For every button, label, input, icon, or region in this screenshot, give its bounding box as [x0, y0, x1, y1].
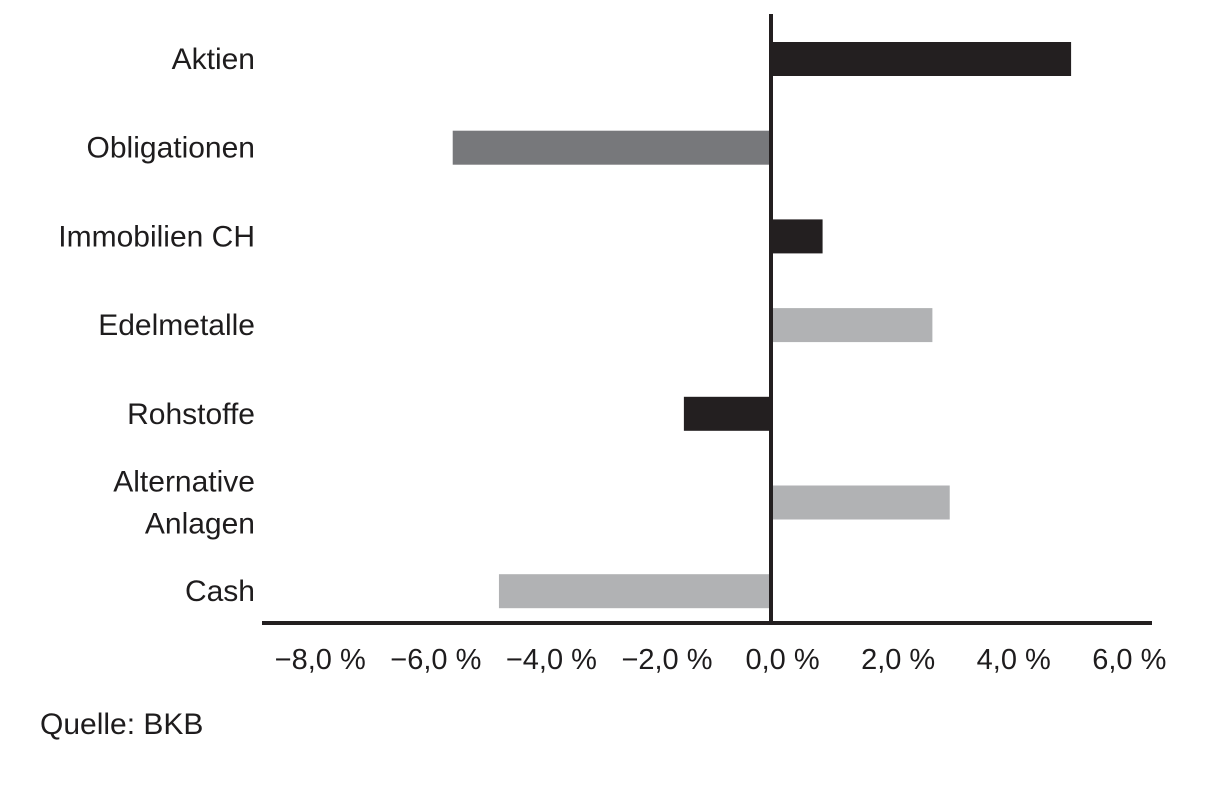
x-tick-label: −6,0 % — [390, 644, 481, 676]
x-tick-label: 6,0 % — [1092, 644, 1166, 676]
x-tick-label: 0,0 % — [745, 644, 819, 676]
bars-group — [452, 42, 1072, 609]
source-note: Quelle: BKB — [40, 708, 204, 741]
x-tick-label: −2,0 % — [621, 644, 712, 676]
x-tick-label: 2,0 % — [861, 644, 935, 676]
bar — [770, 308, 933, 343]
category-label: Immobilien CH — [58, 220, 255, 253]
category-label: Aktien — [172, 43, 255, 76]
bar — [498, 574, 771, 609]
category-label: Edelmetalle — [98, 309, 255, 342]
x-tick-label: −4,0 % — [506, 644, 597, 676]
bar — [452, 130, 771, 165]
bar — [770, 485, 950, 520]
category-label: Rohstoffe — [127, 397, 255, 430]
x-tick-label: 4,0 % — [977, 644, 1051, 676]
bar — [770, 42, 1072, 76]
bar-chart: Aktien Obligationen Immobilien CH Edelmetal… — [58, 14, 1167, 676]
category-labels: Aktien Obligationen Immobilien CH Edelmetal… — [58, 43, 255, 608]
x-tick-label: −8,0 % — [275, 644, 366, 676]
bar — [683, 396, 771, 431]
category-label: Obligationen — [87, 131, 255, 164]
category-label: Alternative Anlagen — [113, 465, 255, 540]
bar — [770, 219, 823, 254]
category-label: Cash — [185, 575, 255, 608]
x-tick-labels: −8,0 % −6,0 % −4,0 % −2,0 % 0,0 % 2,0 % 4,0 % 6… — [275, 644, 1167, 676]
